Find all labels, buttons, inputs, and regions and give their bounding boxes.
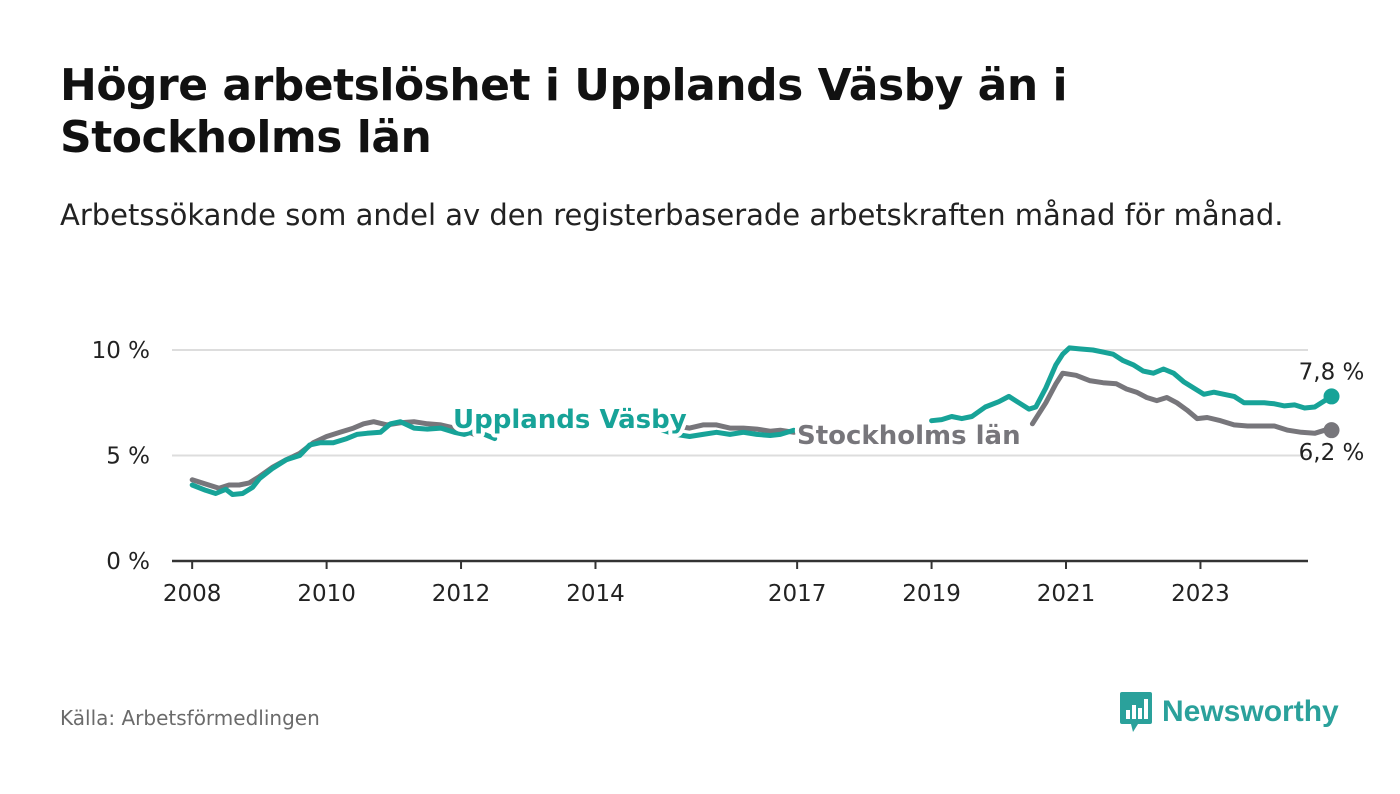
end-point-marker [1323, 388, 1340, 405]
series-line [189, 419, 498, 497]
end-point-marker [1323, 422, 1340, 439]
series-line [929, 345, 1334, 424]
series-name-label: Stockholms län [797, 421, 1021, 451]
series-line [660, 427, 797, 439]
series-line [1029, 370, 1334, 436]
x-tick-label: 2017 [768, 581, 827, 607]
source-note: Källa: Arbetsförmedlingen [60, 706, 320, 730]
y-tick-label: 5 % [106, 444, 150, 470]
chart-subtitle: Arbetssökande som andel av den registerb… [60, 198, 1284, 232]
bar-chart-logo-icon [1120, 692, 1152, 732]
brand-logo: Newsworthy [1118, 690, 1339, 734]
end-value-label: 7,8 % [1299, 359, 1365, 385]
x-tick-label: 2023 [1171, 581, 1230, 607]
x-tick-label: 2010 [297, 581, 356, 607]
line-chart: 0 % 5 % 10 % 2008 2010 2012 2014 2017 2019 2021 20… [92, 338, 1365, 607]
y-tick-label: 10 % [92, 338, 150, 364]
series-line [189, 419, 477, 491]
y-tick-label: 0 % [106, 549, 150, 575]
x-tick-label: 2012 [432, 581, 491, 607]
x-tick-label: 2014 [566, 581, 625, 607]
series-line [660, 421, 797, 435]
end-value-label: 6,2 % [1299, 440, 1365, 466]
x-tick-label: 2021 [1037, 581, 1096, 607]
series-name-label: Upplands Väsby [453, 405, 687, 435]
chart-title: Högre arbetslöshet i Upplands Väsby än i… [60, 60, 1068, 163]
x-tick-label: 2008 [163, 581, 222, 607]
x-tick-label: 2019 [902, 581, 961, 607]
brand-name: Newsworthy [1162, 695, 1339, 728]
